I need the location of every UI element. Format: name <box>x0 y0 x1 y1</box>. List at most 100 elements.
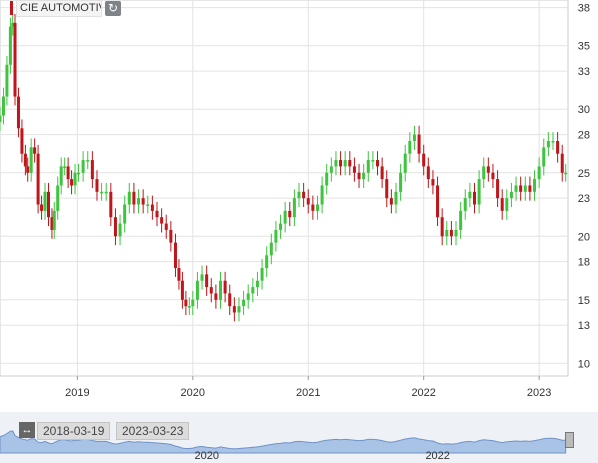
candle-up <box>81 160 85 173</box>
candle-down <box>205 274 209 288</box>
candle-down <box>486 166 490 173</box>
candle-down <box>95 179 99 192</box>
candle-up <box>269 242 273 256</box>
candle-up <box>100 191 104 194</box>
candle-up <box>366 160 370 173</box>
candle-down <box>113 217 117 237</box>
range-end-field[interactable]: 2023-03-23 <box>116 422 190 440</box>
ticker-label: CIE AUTOMOTIV <box>16 0 102 17</box>
candle-up <box>408 141 412 154</box>
candle-down <box>209 287 213 294</box>
candle-up <box>445 229 449 237</box>
ticker-color-swatch <box>10 1 13 15</box>
candle-down <box>23 153 27 167</box>
candle-up <box>86 160 90 162</box>
x-tick-label: 2023 <box>527 387 551 399</box>
candle-down <box>380 166 384 180</box>
candle-down <box>357 172 361 180</box>
expand-arrows-icon[interactable]: ↔ <box>19 422 35 438</box>
x-tick-label: 2019 <box>65 387 89 399</box>
candle-down <box>70 179 74 186</box>
candle-up <box>482 166 486 180</box>
candle-down <box>302 191 306 199</box>
candle-up <box>195 280 199 300</box>
y-tick-label: 18 <box>578 257 590 269</box>
candle-down <box>160 217 164 224</box>
candle-down <box>90 160 94 180</box>
candle-up <box>292 198 296 218</box>
candle-down <box>173 242 177 269</box>
range-start-field[interactable]: 2018-03-19 <box>37 422 111 440</box>
y-tick-label: 20 <box>578 231 590 243</box>
candle-up <box>412 134 416 141</box>
candle-up <box>329 166 333 173</box>
candle-down <box>528 185 532 192</box>
y-tick-label: 28 <box>578 130 590 142</box>
candle-up <box>137 198 141 205</box>
candle-up <box>371 160 375 162</box>
navigator-handle-right[interactable] <box>565 432 574 448</box>
y-tick-label: 25 <box>578 168 590 180</box>
candle-down <box>40 204 44 211</box>
x-tick-label: 2021 <box>296 387 320 399</box>
candle-down <box>311 204 315 211</box>
candle-down <box>164 223 168 230</box>
candle-up <box>468 191 472 199</box>
candle-down <box>180 280 184 300</box>
y-tick-label: 13 <box>578 320 590 332</box>
candle-up <box>551 141 555 143</box>
candle-up <box>542 147 546 167</box>
candle-up <box>283 210 287 224</box>
refresh-icon[interactable]: ↻ <box>105 0 121 16</box>
candle-up <box>104 191 108 194</box>
x-tick-label: 2020 <box>181 387 205 399</box>
candle-down <box>36 153 40 205</box>
candle-up <box>343 160 347 167</box>
candle-up <box>29 147 33 173</box>
y-tick-label: 38 <box>578 3 590 15</box>
candle-up <box>0 115 2 122</box>
candle-up <box>546 141 550 148</box>
candle-up <box>509 191 513 199</box>
candle-down <box>449 229 453 237</box>
candle-down <box>440 217 444 237</box>
candle-down <box>169 229 173 243</box>
range-navigator[interactable]: 2020 2022 ↔ 2018-03-19 2023-03-23 <box>0 412 598 463</box>
candle-up <box>146 204 150 207</box>
candle-down <box>177 268 181 281</box>
candle-up <box>56 185 60 211</box>
candle-up <box>242 299 246 307</box>
ticker-tag[interactable]: CIE AUTOMOTIV ↻ <box>10 0 121 17</box>
candle-up <box>191 299 195 307</box>
navigator-area <box>0 430 567 454</box>
candle-up <box>11 22 15 27</box>
candle-down <box>436 185 440 218</box>
candle-up <box>237 306 241 313</box>
candle-down <box>33 147 37 154</box>
candle-up <box>265 255 269 269</box>
candle-down <box>348 160 352 167</box>
candle-down <box>426 166 430 180</box>
candle-down <box>26 166 30 173</box>
candle-down <box>417 134 421 154</box>
candle-up <box>477 179 481 205</box>
candle-down <box>150 204 154 211</box>
candle-up <box>454 229 458 237</box>
candle-down <box>556 141 560 154</box>
y-tick-label: 30 <box>578 104 590 116</box>
candle-down <box>496 179 500 199</box>
candle-down <box>472 191 476 205</box>
candle-up <box>8 26 12 65</box>
candle-up <box>123 204 127 224</box>
candle-up <box>564 172 568 175</box>
candle-up <box>246 293 250 300</box>
candle-up <box>463 198 467 211</box>
candle-up <box>279 223 283 230</box>
candle-down <box>13 22 17 97</box>
candle-up <box>260 268 264 281</box>
candle-up <box>514 185 518 192</box>
candle-down <box>352 166 356 173</box>
candle-up <box>334 160 338 167</box>
candle-up <box>251 287 255 294</box>
